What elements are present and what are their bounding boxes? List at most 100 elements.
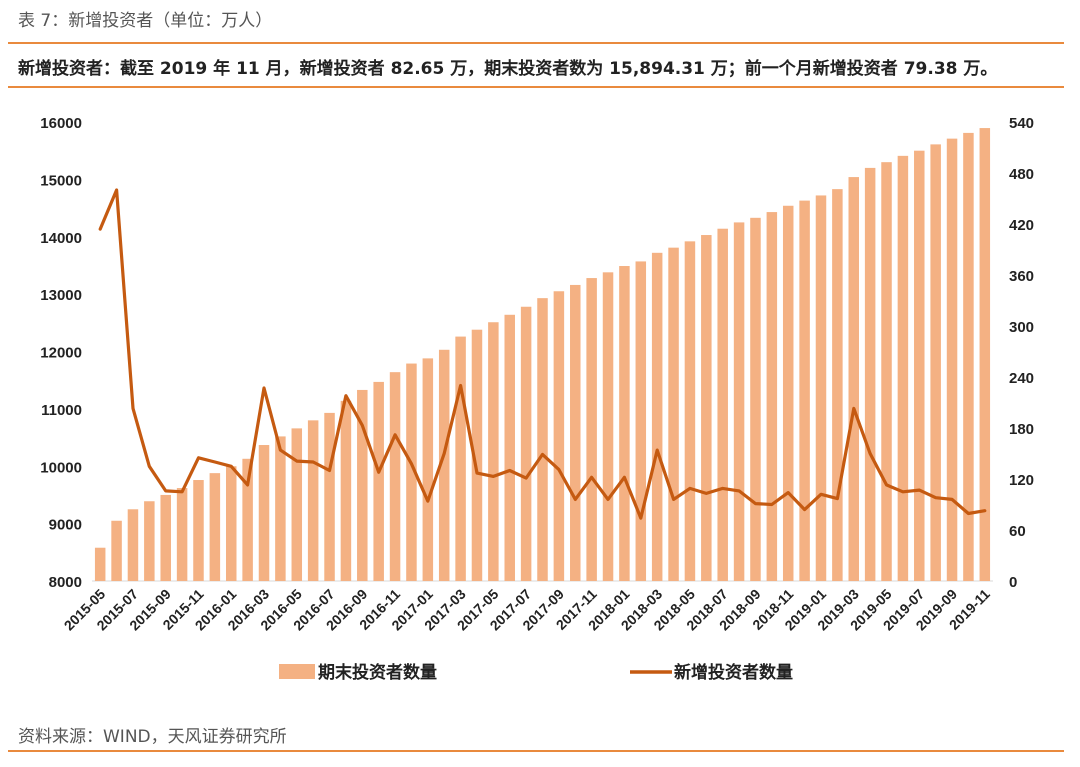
line-point-2016-07 [328, 469, 331, 472]
bar-2019-07 [914, 150, 925, 581]
line-point-2019-11 [983, 509, 987, 512]
bar-2019-10 [963, 132, 974, 581]
bar-2017-06 [504, 314, 515, 581]
line-point-2016-06 [311, 460, 315, 464]
line-point-2016-11 [393, 433, 397, 436]
summary-divider [8, 86, 1064, 88]
y-right-tick-label: 480 [1009, 166, 1034, 183]
line-point-2017-04 [475, 471, 479, 475]
bar-2018-06 [701, 235, 712, 581]
legend-label-bar: 期末投资者数量 [318, 662, 437, 682]
line-point-2016-08 [344, 394, 348, 397]
bar-2017-10 [570, 284, 581, 581]
bar-2015-05 [94, 547, 106, 581]
line-point-2016-02 [246, 483, 249, 487]
footer-divider [8, 750, 1064, 752]
y-left-tick-label: 11000 [41, 402, 82, 419]
y-left-tick-label: 9000 [49, 517, 82, 534]
line-point-2015-07 [131, 407, 135, 410]
bar-2018-07 [717, 228, 728, 581]
y-left-tick-label: 8000 [49, 574, 82, 591]
bar-2019-02 [832, 189, 843, 581]
line-point-2018-11 [787, 491, 790, 494]
bar-2017-09 [553, 291, 565, 581]
bar-2018-02 [635, 261, 647, 581]
bar-2018-10 [766, 212, 778, 582]
line-point-2017-06 [508, 469, 511, 472]
bar-2019-08 [930, 144, 941, 581]
bar-2016-11 [389, 372, 401, 581]
bar-2015-11 [193, 480, 204, 581]
bar-2017-12 [602, 272, 614, 581]
bar-2017-05 [488, 322, 499, 581]
y-left-tick-label: 13000 [40, 287, 82, 304]
legend-swatch-bar [279, 664, 315, 679]
chart: 8000 9000 10000 11000 12000 13000 14000 15000 16… [40, 115, 1034, 682]
bar-2015-09 [160, 494, 171, 581]
bar-2018-01 [619, 266, 630, 581]
legend-label-line: 新增投资者数量 [674, 662, 793, 682]
line-point-2019-05 [885, 483, 888, 487]
line-point-2019-09 [950, 498, 954, 501]
line-point-2016-10 [377, 471, 380, 474]
line-point-2018-12 [803, 508, 806, 511]
line-point-2018-09 [754, 502, 757, 505]
bar-2016-06 [307, 420, 319, 581]
line-point-2017-05 [492, 475, 495, 478]
line-point-2018-06 [705, 492, 708, 495]
line-point-2018-02 [639, 516, 642, 520]
bar-2016-07 [324, 412, 335, 581]
line-point-2019-01 [819, 493, 823, 496]
bar-2015-12 [209, 473, 221, 581]
y-right-tick-label: 0 [1009, 574, 1017, 591]
line-point-2015-06 [115, 188, 118, 192]
line-point-2017-11 [590, 476, 593, 479]
y-left-tick-label: 14000 [40, 230, 82, 247]
line-point-2019-04 [868, 452, 872, 455]
y-right-tick-label: 240 [1009, 370, 1034, 387]
line-point-2018-08 [737, 489, 741, 493]
line-point-2019-06 [901, 490, 905, 493]
y-left-tick-label: 12000 [40, 345, 82, 362]
line-point-2017-10 [574, 498, 577, 501]
line-point-2018-04 [672, 498, 675, 501]
table-caption: 表 7：新增投资者（单位：万人） [18, 11, 273, 31]
bar-2019-06 [897, 155, 909, 581]
line-point-2015-08 [148, 465, 151, 468]
line-point-2019-08 [934, 496, 937, 499]
bar-2017-11 [586, 278, 597, 581]
y-right-tick-label: 120 [1009, 472, 1034, 489]
bar-2017-07 [520, 306, 532, 581]
bar-2015-08 [144, 501, 155, 581]
bar-2016-10 [373, 381, 384, 581]
bar-2016-12 [406, 363, 417, 581]
y-right-tick-label: 300 [1009, 319, 1034, 336]
line-point-2017-02 [443, 452, 446, 455]
line-point-2017-08 [541, 453, 544, 456]
line-point-2016-09 [361, 424, 364, 427]
line-point-2015-05 [98, 227, 102, 231]
line-point-2015-09 [164, 489, 167, 493]
line-point-2019-10 [967, 512, 970, 515]
y-right-tick-label: 60 [1009, 523, 1026, 540]
bar-2016-03 [258, 445, 270, 581]
line-point-2016-03 [262, 386, 266, 390]
bar-2018-04 [668, 247, 679, 581]
line-point-2019-07 [918, 488, 921, 492]
line-point-2019-03 [852, 407, 855, 410]
source-note: 资料来源：WIND，天风证券研究所 [18, 727, 287, 747]
y-right-tick-label: 180 [1009, 421, 1034, 438]
bar-2018-08 [733, 222, 745, 581]
bar-2017-04 [471, 329, 483, 581]
bar-2017-08 [537, 298, 548, 581]
bar-2015-07 [127, 509, 139, 581]
bar-2018-05 [684, 241, 696, 581]
line-point-2018-01 [623, 476, 626, 479]
line-point-2015-11 [197, 456, 200, 459]
line-point-2017-07 [524, 476, 528, 480]
bar-2015-10 [176, 488, 188, 581]
bar-2019-05 [881, 162, 892, 581]
line-point-2018-07 [721, 487, 724, 490]
line-point-2018-10 [770, 503, 774, 506]
y-left-tick-label: 10000 [40, 459, 82, 476]
